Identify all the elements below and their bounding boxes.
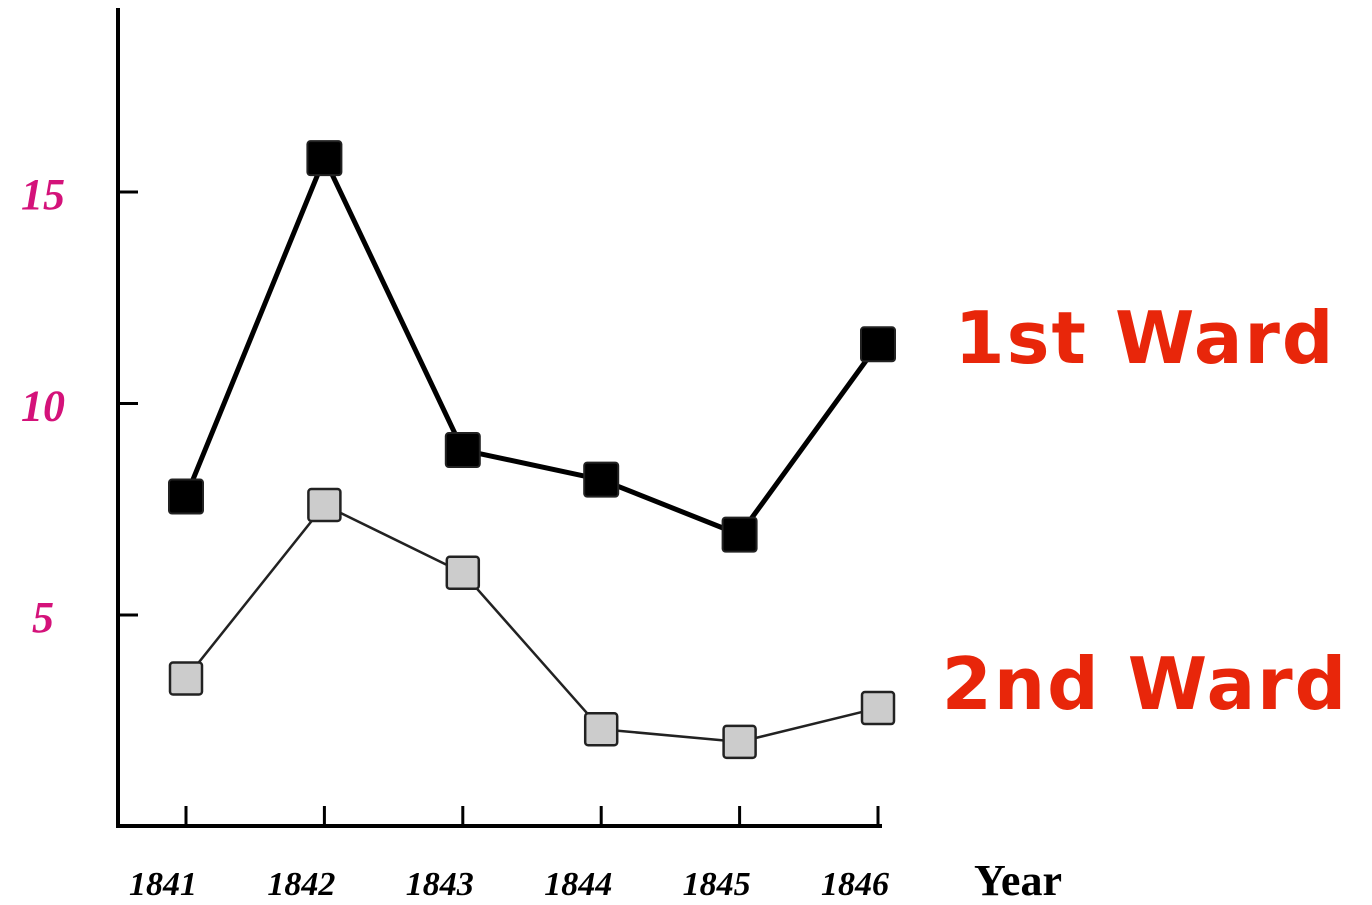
series-1-marker: [444, 432, 481, 469]
series-2-marker: [307, 487, 342, 523]
series-2-marker: [445, 555, 481, 590]
x-tick-label: 1841: [129, 866, 197, 903]
x-tick-label: 1842: [267, 866, 335, 903]
y-tick-label: 5: [32, 593, 54, 642]
series-2-marker: [168, 661, 204, 696]
x-tick-label: 1843: [406, 866, 474, 903]
series-1-marker: [860, 326, 896, 363]
series-1-marker: [583, 461, 620, 498]
x-tick-label: 1846: [821, 866, 889, 903]
series-1-marker: [721, 516, 758, 553]
series-1-marker: [306, 140, 343, 177]
series-line-1: [183, 155, 881, 538]
series-2-marker: [860, 690, 896, 726]
x-tick-label: 1845: [683, 866, 751, 903]
series-label-1: 1st Ward: [955, 296, 1336, 380]
y-tick-label: 15: [21, 170, 65, 219]
series-2-marker: [722, 724, 757, 760]
x-tick-label: 1844: [544, 866, 612, 903]
series-label-2: 2nd Ward: [942, 642, 1348, 726]
series-line-2: [185, 503, 879, 744]
series-2-marker: [583, 711, 619, 747]
series-1-marker: [168, 478, 204, 515]
x-axis-title: Year: [974, 856, 1062, 905]
y-tick-label: 10: [21, 382, 65, 431]
